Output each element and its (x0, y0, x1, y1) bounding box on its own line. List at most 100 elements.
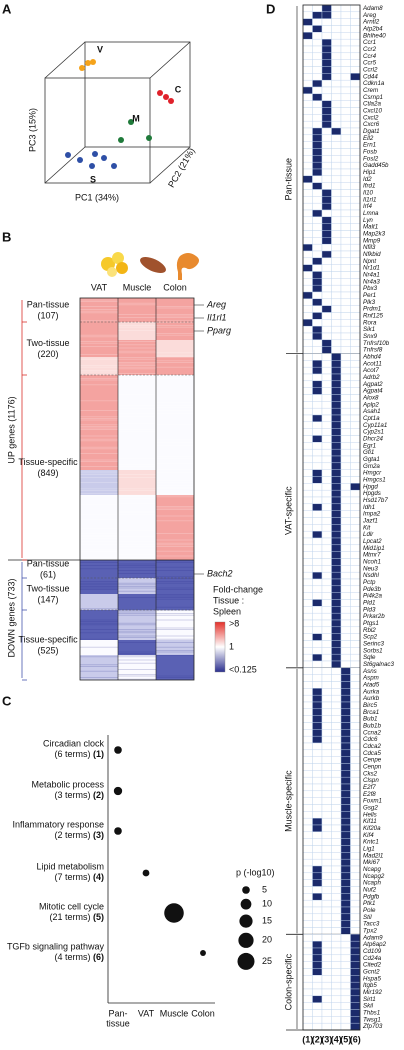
matrix-cell (321, 271, 332, 279)
matrix-cell (340, 667, 351, 675)
matrix-cell (350, 312, 361, 320)
matrix-cell (312, 435, 323, 443)
matrix-cell (321, 790, 332, 798)
matrix-cell (331, 776, 342, 785)
matrix-cell (340, 202, 351, 211)
matrix-cell (340, 565, 351, 573)
matrix-cell (340, 934, 351, 942)
matrix-cell (302, 694, 313, 703)
matrix-cell (321, 647, 332, 655)
heatmap-texture (118, 635, 156, 637)
matrix-cell (350, 715, 361, 723)
matrix-cell (340, 927, 351, 935)
matrix-cell (331, 483, 342, 491)
gene-label: Stil (363, 914, 372, 921)
term-name: Circadian clock (43, 738, 105, 748)
matrix-cell (340, 45, 351, 54)
matrix-cell (302, 606, 313, 614)
heatmap-texture (156, 355, 194, 357)
matrix-cell (312, 401, 323, 409)
heatmap-texture (118, 611, 156, 613)
heatmap-block (80, 495, 118, 560)
heatmap-texture (156, 451, 194, 453)
matrix-cell (321, 770, 332, 778)
matrix-cell (350, 250, 361, 259)
matrix-cell (312, 947, 323, 956)
matrix-cell (321, 975, 332, 983)
gene-label: Abhd4 (362, 354, 381, 361)
matrix-cell (350, 906, 361, 915)
matrix-cell (331, 578, 342, 587)
matrix-cell (312, 360, 323, 368)
heatmap-texture (80, 379, 118, 381)
heatmap-texture (156, 597, 194, 598)
heatmap-texture (156, 320, 194, 322)
heatmap-texture (80, 528, 118, 530)
matrix-cell (340, 715, 351, 723)
matrix-cell (302, 407, 313, 416)
heatmap-texture (156, 594, 194, 595)
heatmap-texture (80, 589, 118, 590)
matrix-cell (321, 380, 332, 388)
matrix-cell (331, 380, 342, 388)
matrix-cell (312, 899, 323, 908)
matrix-cell (302, 148, 313, 156)
matrix-cell (312, 530, 323, 539)
term-id: (4) (93, 872, 104, 882)
matrix-cell (350, 729, 361, 737)
matrix-cell (312, 100, 323, 108)
matrix-cell (350, 858, 361, 867)
heatmap-texture (80, 424, 118, 426)
matrix-cell (340, 86, 351, 95)
heatmap-block (156, 640, 194, 655)
heatmap-texture (80, 342, 118, 344)
gene-label: Nr4a1 (363, 272, 380, 279)
gene-label: Adrb2 (362, 374, 380, 381)
heatmap-block (156, 470, 194, 495)
matrix-cell (331, 879, 342, 887)
matrix-cell (350, 879, 361, 887)
matrix-cell (350, 141, 361, 149)
matrix-cell (312, 585, 323, 593)
matrix-cell (340, 18, 351, 26)
gene-label: Nuf2 (363, 887, 377, 894)
matrix-cell (321, 332, 332, 341)
panel-letter: B (2, 229, 11, 244)
matrix-cell (302, 735, 313, 744)
column-label: (5) (340, 1034, 351, 1044)
matrix-cell (331, 701, 342, 710)
heatmap-texture (80, 435, 118, 437)
matrix-cell (340, 476, 351, 484)
matrix-cell (321, 93, 332, 101)
heatmap-texture (118, 565, 156, 566)
heatmap-texture (80, 365, 118, 366)
matrix-cell (302, 524, 313, 532)
gene-label: Mad2l1 (363, 852, 383, 859)
gene-label: Hmgcs1 (363, 477, 386, 484)
matrix-cell (321, 578, 332, 587)
matrix-cell (340, 599, 351, 607)
heatmap-texture (80, 670, 118, 672)
matrix-cell (350, 865, 361, 874)
matrix-cell (312, 428, 323, 436)
gene-label: Birc5 (363, 702, 378, 709)
matrix-cell (331, 148, 342, 156)
heatmap-block (80, 655, 118, 680)
heatmap-texture (156, 334, 194, 336)
matrix-cell (312, 469, 323, 477)
heatmap-texture (156, 362, 194, 363)
matrix-cell (312, 845, 323, 853)
matrix-cell (350, 45, 361, 54)
heatmap-texture (118, 379, 156, 381)
matrix-cell (350, 387, 361, 395)
heatmap-texture (156, 619, 194, 621)
matrix-cell (340, 196, 351, 204)
matrix-cell (331, 52, 342, 60)
matrix-cell (340, 503, 351, 511)
matrix-cell (321, 558, 332, 566)
matrix-cell (302, 448, 313, 457)
matrix-cell (340, 653, 351, 662)
matrix-cell (331, 38, 342, 47)
matrix-cell (312, 920, 323, 928)
matrix-cell (350, 483, 361, 491)
